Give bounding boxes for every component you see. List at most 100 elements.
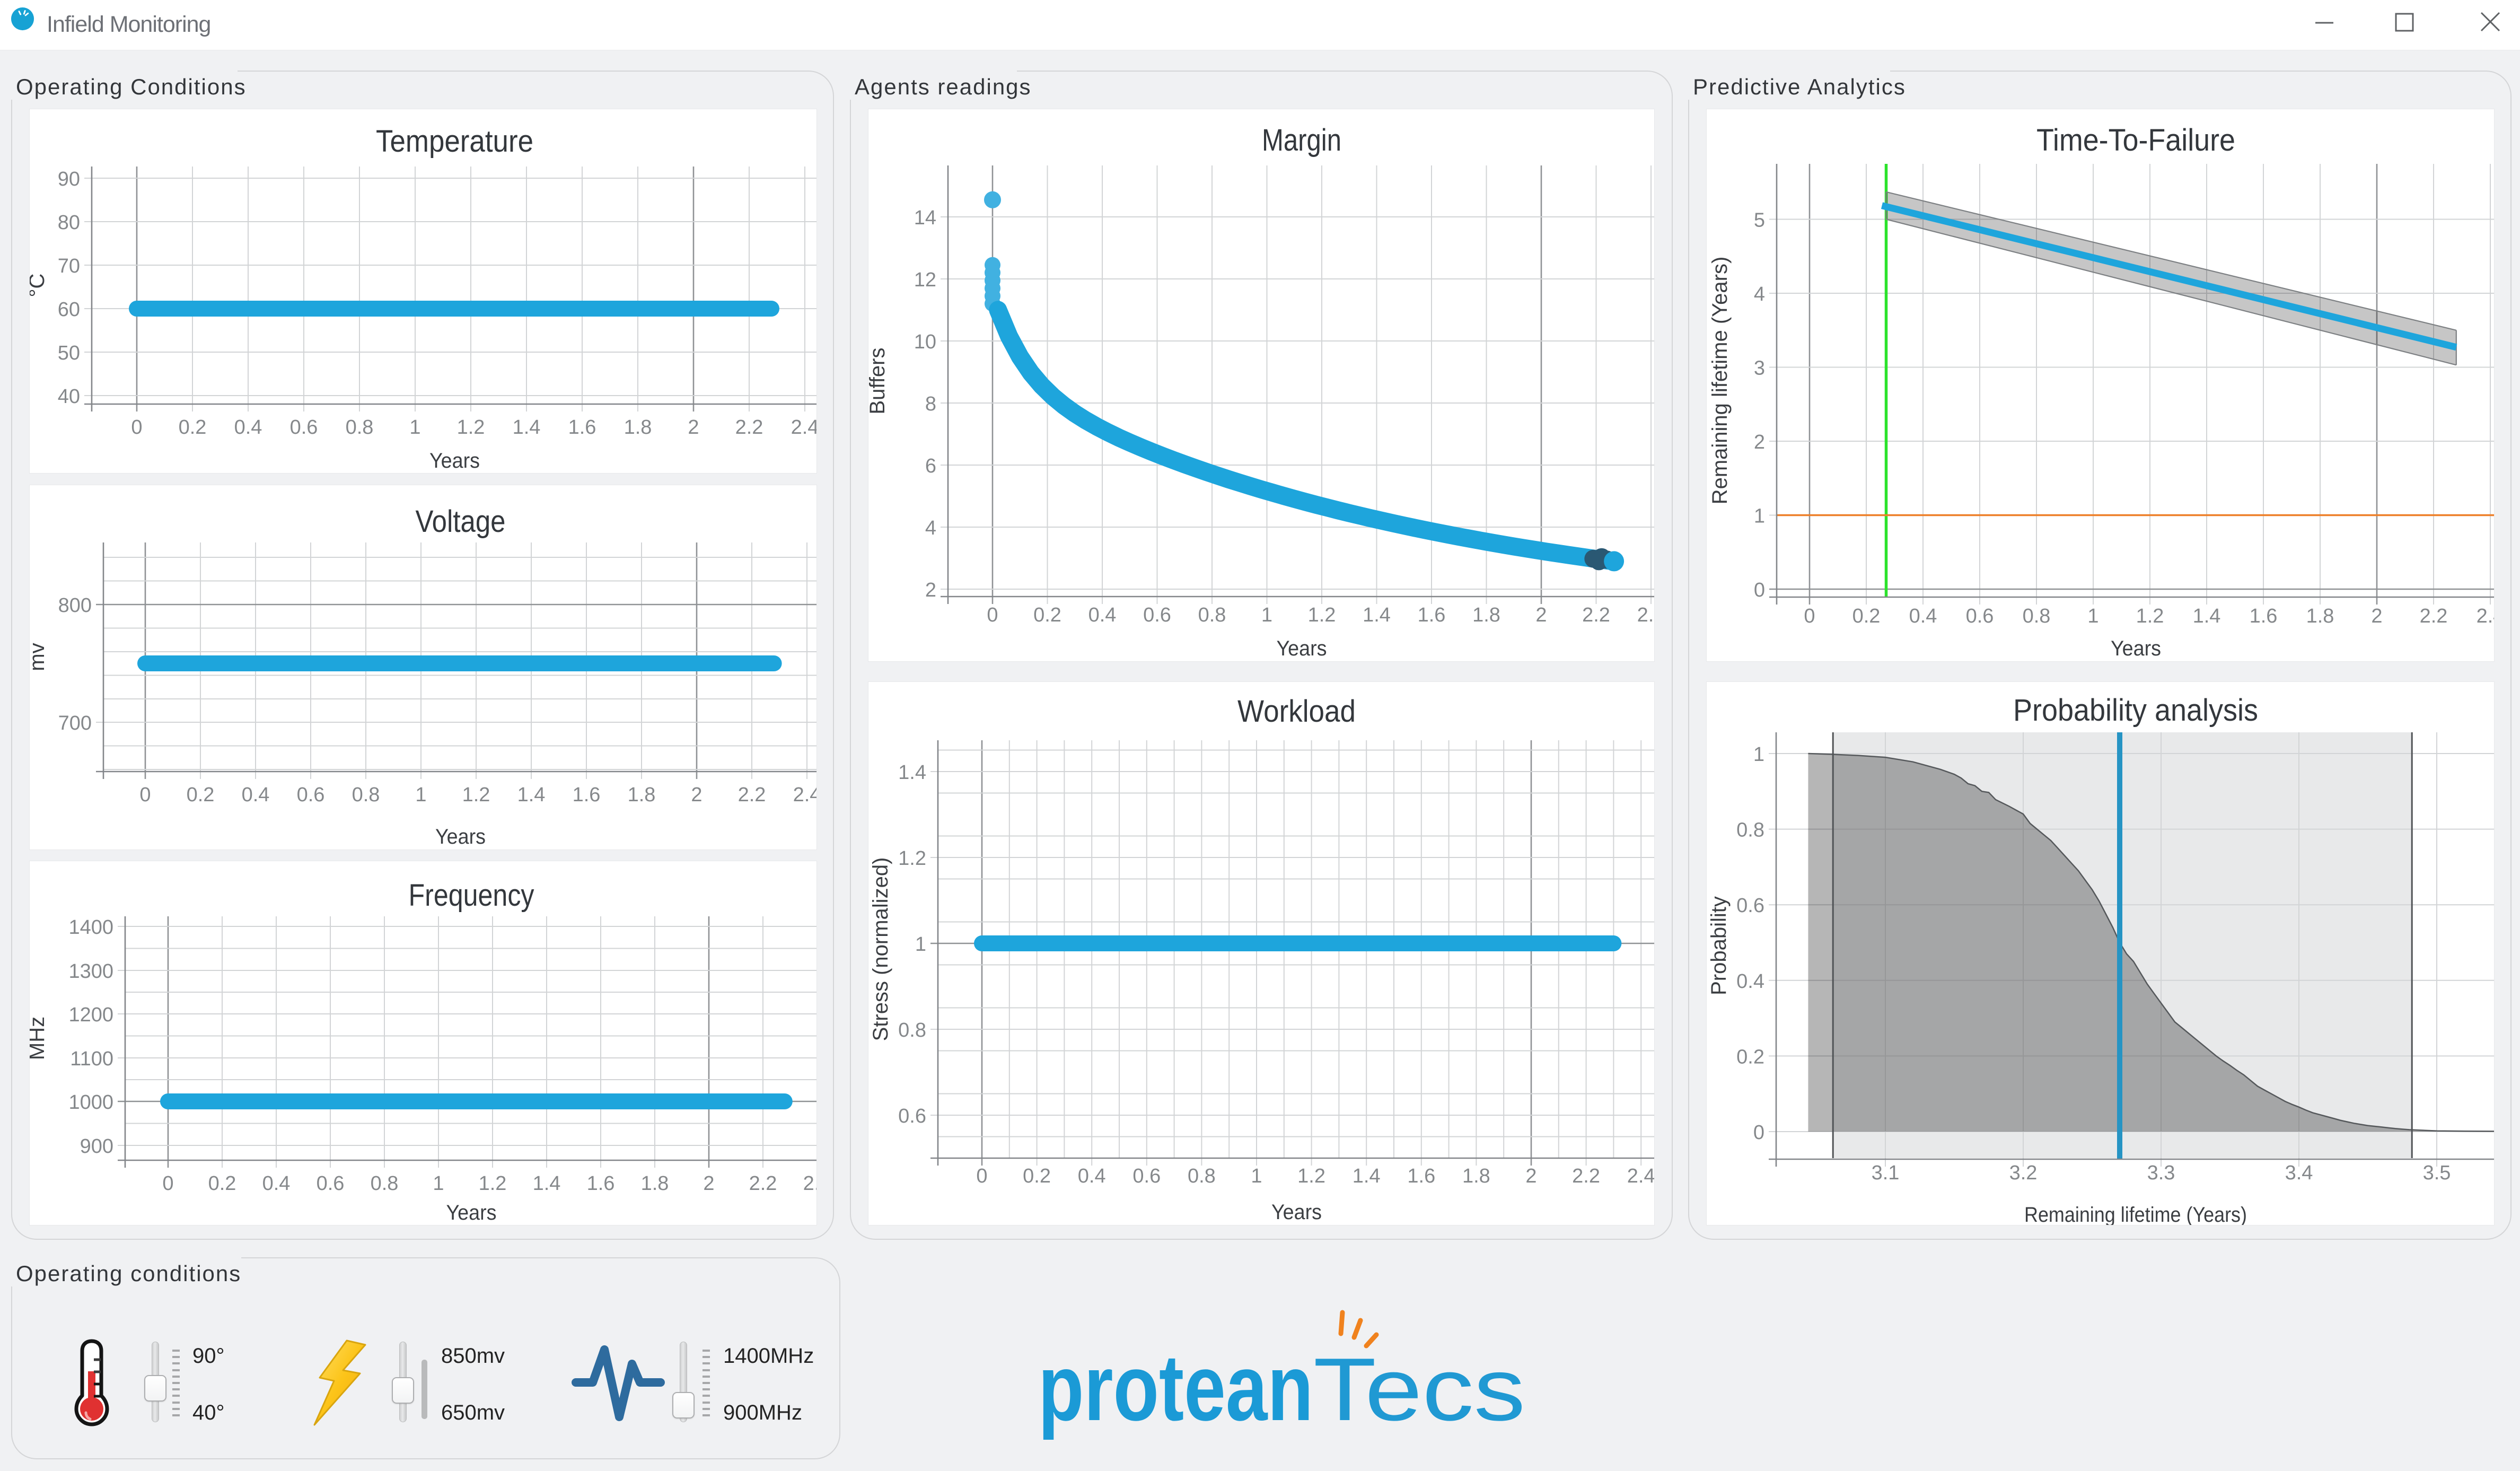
svg-text:mv: mv — [30, 643, 49, 671]
svg-text:Years: Years — [1277, 637, 1327, 660]
svg-text:1.4: 1.4 — [517, 784, 546, 806]
svg-text:90: 90 — [58, 168, 80, 190]
svg-text:1.2: 1.2 — [457, 416, 485, 439]
svg-text:3.2: 3.2 — [2009, 1162, 2038, 1184]
svg-text:Margin: Margin — [1262, 123, 1341, 157]
svg-text:2: 2 — [703, 1172, 714, 1195]
svg-text:0: 0 — [131, 416, 142, 439]
svg-text:2.4: 2.4 — [791, 416, 817, 439]
svg-text:3.1: 3.1 — [1872, 1162, 1900, 1184]
svg-text:10: 10 — [914, 331, 936, 353]
svg-text:Years: Years — [2111, 637, 2161, 660]
svg-text:0: 0 — [1754, 579, 1765, 601]
svg-text:1.6: 1.6 — [587, 1172, 615, 1195]
svg-text:0.8: 0.8 — [346, 416, 374, 439]
svg-text:Years: Years — [1271, 1201, 1322, 1224]
svg-text:1400: 1400 — [68, 916, 113, 939]
svg-text:2.2: 2.2 — [2420, 605, 2448, 627]
svg-text:0.8: 0.8 — [352, 784, 380, 806]
svg-text:1: 1 — [409, 416, 420, 439]
svg-text:2.2: 2.2 — [749, 1172, 777, 1195]
svg-text:0: 0 — [987, 604, 998, 626]
svg-text:0.8: 0.8 — [371, 1172, 399, 1195]
svg-text:3.3: 3.3 — [2147, 1162, 2175, 1184]
svg-text:50: 50 — [58, 342, 80, 364]
svg-text:1.2: 1.2 — [1297, 1165, 1325, 1187]
svg-text:0.2: 0.2 — [179, 416, 207, 439]
svg-text:1.6: 1.6 — [1407, 1165, 1435, 1187]
svg-text:0.2: 0.2 — [1736, 1046, 1764, 1068]
svg-text:4: 4 — [1754, 283, 1765, 305]
svg-text:1.4: 1.4 — [2193, 605, 2221, 627]
svg-text:2: 2 — [688, 416, 699, 439]
svg-text:2: 2 — [691, 784, 702, 806]
svg-text:1.8: 1.8 — [2306, 605, 2334, 627]
svg-text:1.6: 1.6 — [2250, 605, 2278, 627]
svg-text:protean: protean — [1038, 1335, 1313, 1440]
svg-text:Tecs: Tecs — [1313, 1339, 1525, 1439]
svg-text:0.8: 0.8 — [1198, 604, 1226, 626]
svg-text:1: 1 — [1754, 505, 1765, 528]
svg-text:1000: 1000 — [68, 1091, 113, 1114]
svg-text:0.4: 0.4 — [1078, 1165, 1106, 1187]
svg-text:1.8: 1.8 — [1472, 604, 1500, 626]
svg-text:0.4: 0.4 — [1088, 604, 1117, 626]
svg-text:0: 0 — [1753, 1122, 1764, 1144]
svg-text:1: 1 — [433, 1172, 444, 1195]
svg-text:1.2: 1.2 — [2136, 605, 2164, 627]
svg-text:800: 800 — [58, 594, 92, 617]
svg-text:1: 1 — [415, 784, 426, 806]
svg-text:0.8: 0.8 — [1188, 1165, 1216, 1187]
svg-text:1.4: 1.4 — [1353, 1165, 1381, 1187]
svg-text:0.4: 0.4 — [242, 784, 270, 806]
svg-text:1: 1 — [1261, 604, 1272, 626]
svg-text:0.4: 0.4 — [234, 416, 262, 439]
svg-text:1300: 1300 — [68, 960, 113, 983]
svg-text:Stress (normalized): Stress (normalized) — [869, 857, 892, 1041]
svg-text:70: 70 — [58, 255, 80, 277]
svg-text:1.2: 1.2 — [479, 1172, 507, 1195]
svg-text:1.8: 1.8 — [628, 784, 656, 806]
svg-text:900: 900 — [80, 1135, 113, 1158]
svg-text:0.6: 0.6 — [1736, 895, 1764, 917]
svg-text:0.2: 0.2 — [208, 1172, 236, 1195]
svg-text:0: 0 — [976, 1165, 987, 1187]
svg-text:0.8: 0.8 — [1736, 819, 1764, 842]
svg-text:0.2: 0.2 — [1023, 1165, 1051, 1187]
svg-text:0.8: 0.8 — [2023, 605, 2051, 627]
svg-text:1.2: 1.2 — [898, 847, 926, 870]
svg-text:3.5: 3.5 — [2423, 1162, 2451, 1184]
svg-text:2: 2 — [1754, 431, 1765, 453]
svg-text:1.8: 1.8 — [624, 416, 652, 439]
svg-text:1.2: 1.2 — [1308, 604, 1336, 626]
svg-text:1.4: 1.4 — [533, 1172, 561, 1195]
svg-text:3: 3 — [1754, 357, 1765, 380]
svg-text:Years: Years — [429, 449, 480, 472]
svg-text:40: 40 — [58, 386, 80, 408]
svg-text:3.4: 3.4 — [2285, 1162, 2313, 1184]
svg-text:MHz: MHz — [30, 1017, 49, 1060]
svg-text:2.4: 2.4 — [1637, 604, 1655, 626]
svg-text:5: 5 — [1754, 209, 1765, 232]
svg-text:0.2: 0.2 — [1852, 605, 1881, 627]
svg-text:2.2: 2.2 — [735, 416, 763, 439]
svg-text:Voltage: Voltage — [416, 504, 506, 539]
svg-text:0.6: 0.6 — [1143, 604, 1171, 626]
svg-text:0.4: 0.4 — [1909, 605, 1937, 627]
svg-text:Remaining lifetime (Years): Remaining lifetime (Years) — [1708, 257, 1732, 505]
svg-text:0: 0 — [162, 1172, 173, 1195]
svg-text:4: 4 — [925, 517, 936, 539]
svg-text:1100: 1100 — [70, 1048, 113, 1070]
svg-text:2.4: 2.4 — [1627, 1165, 1655, 1187]
svg-text:1.8: 1.8 — [1462, 1165, 1490, 1187]
svg-text:80: 80 — [58, 212, 80, 234]
svg-text:1.4: 1.4 — [898, 761, 926, 784]
svg-text:°C: °C — [30, 274, 49, 297]
svg-text:Temperature: Temperature — [376, 124, 533, 159]
svg-text:Years: Years — [446, 1201, 497, 1224]
svg-text:0: 0 — [1804, 605, 1815, 627]
svg-text:1.6: 1.6 — [568, 416, 596, 439]
svg-text:1.6: 1.6 — [1418, 604, 1446, 626]
svg-text:1: 1 — [915, 933, 926, 956]
svg-text:1200: 1200 — [68, 1004, 113, 1026]
